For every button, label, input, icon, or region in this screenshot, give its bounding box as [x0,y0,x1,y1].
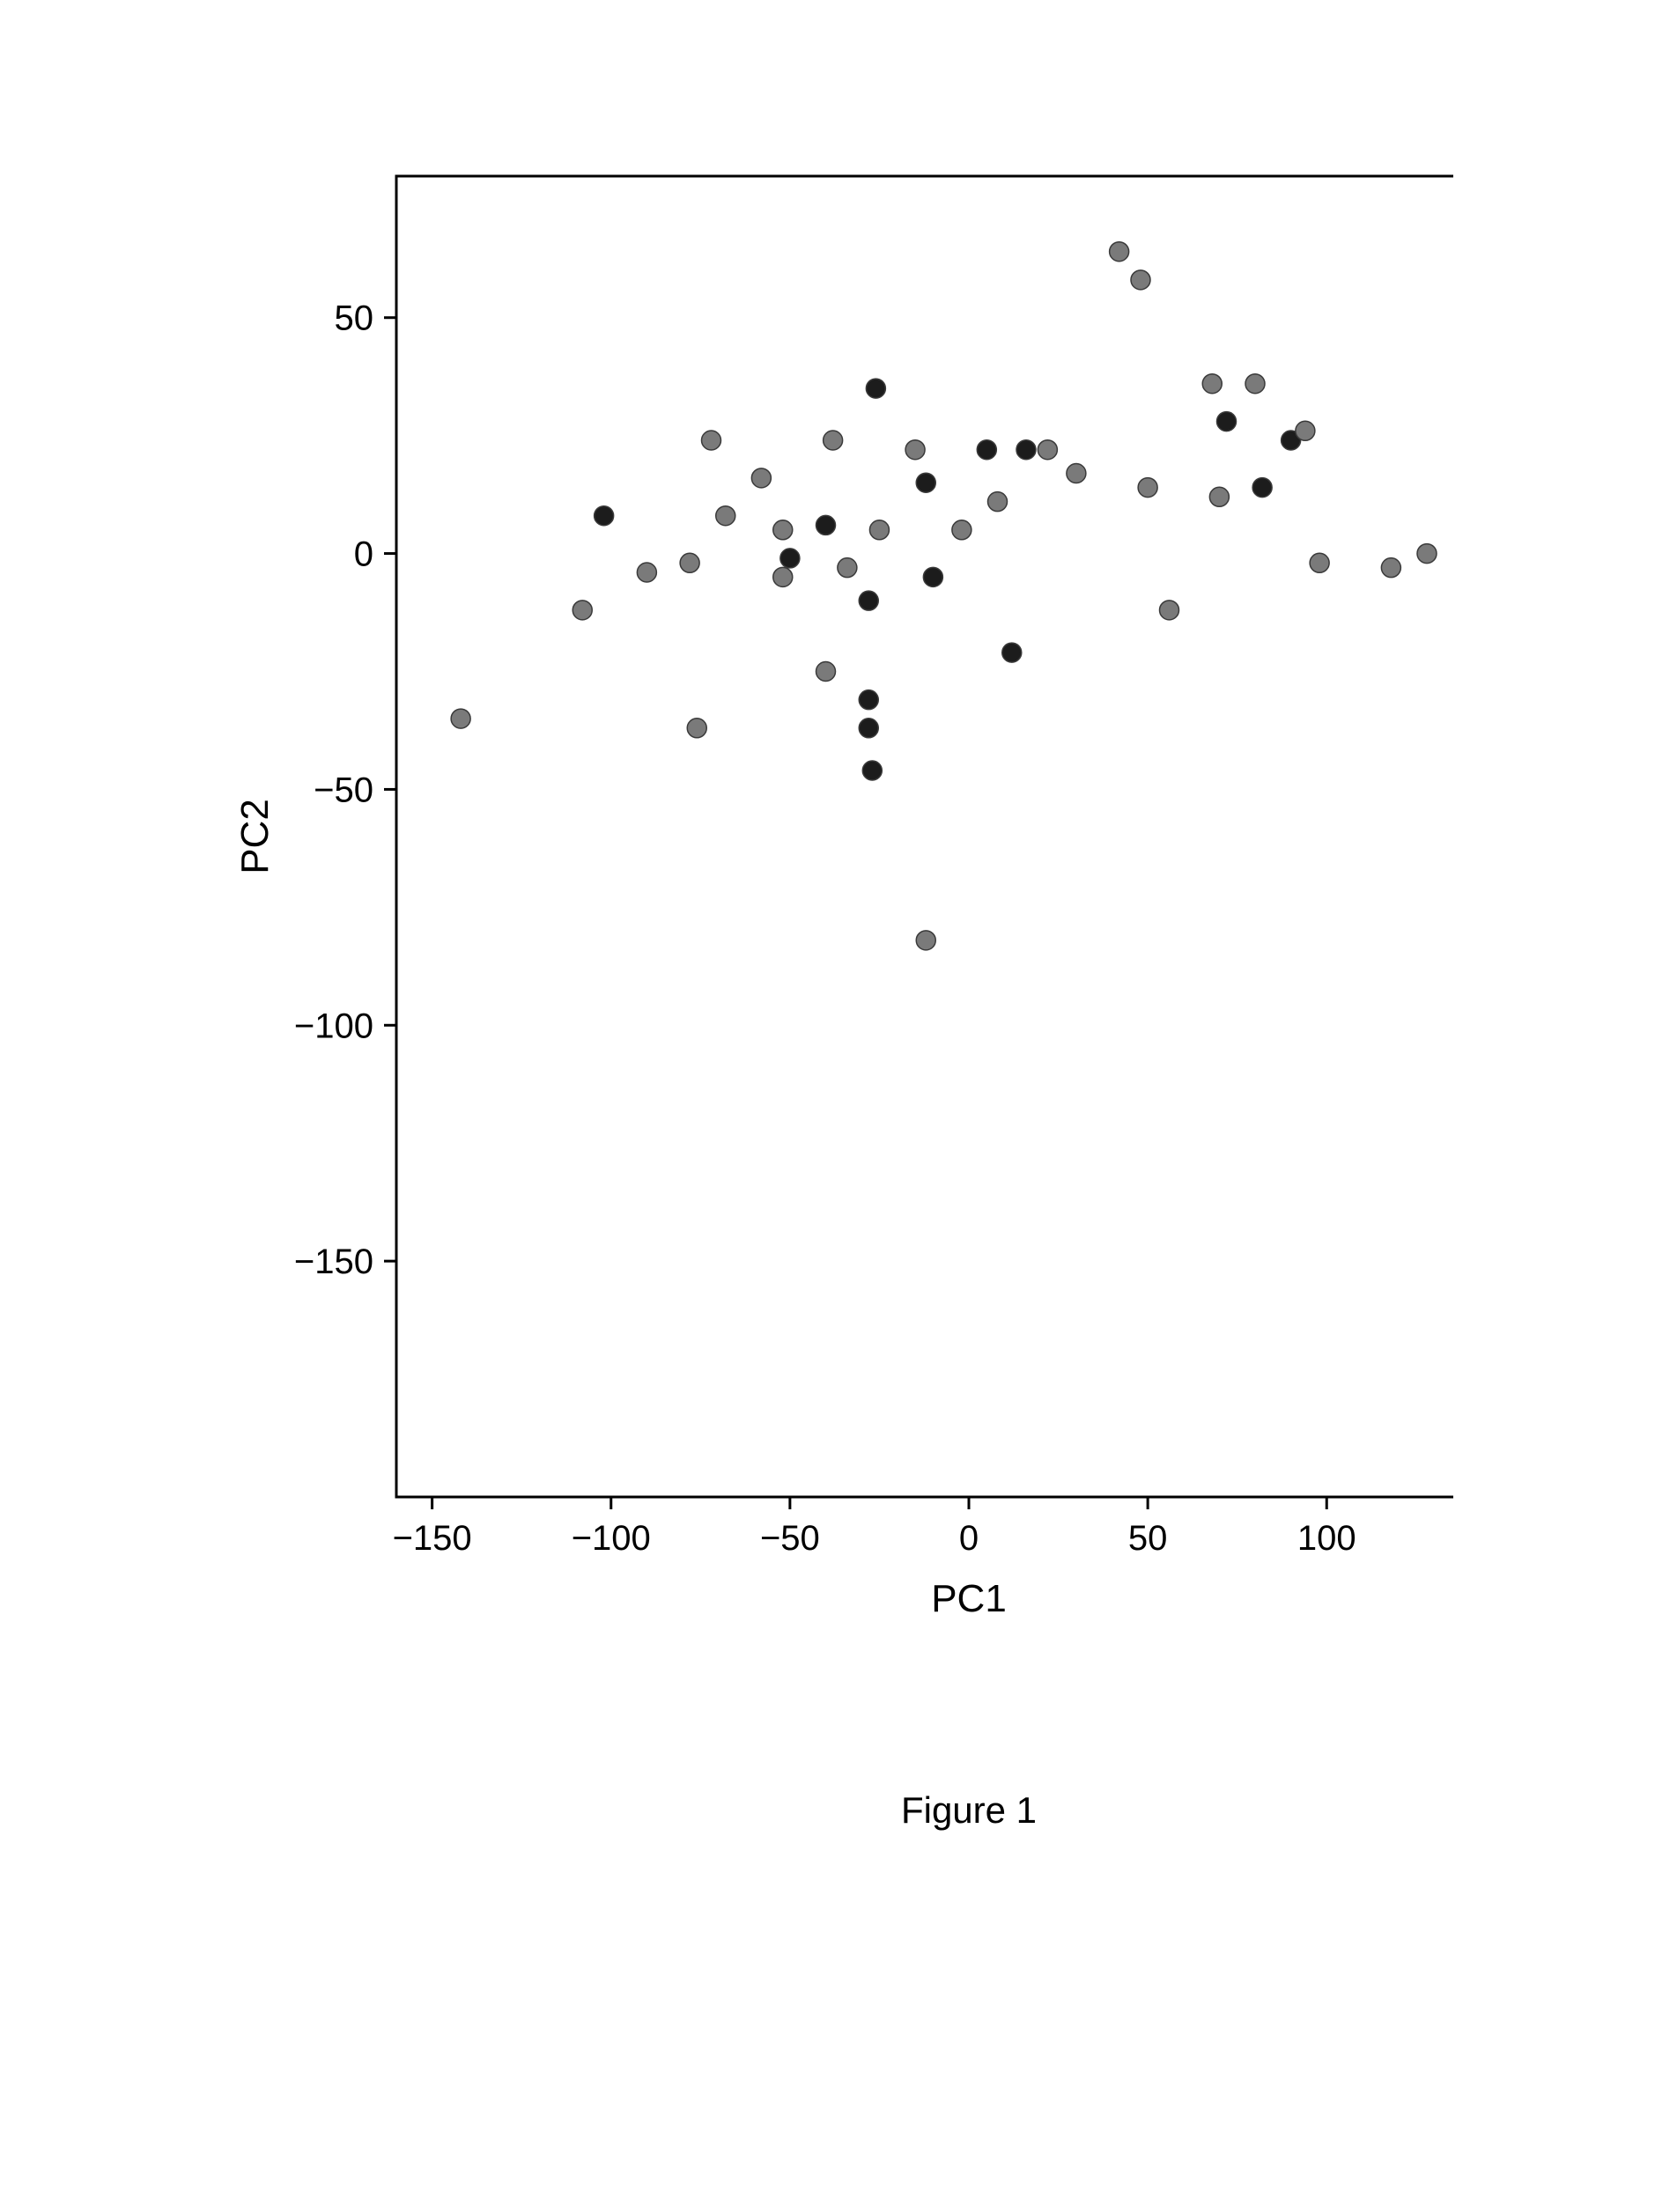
scatter-point [716,506,735,526]
scatter-point [687,719,706,738]
scatter-point [1002,643,1022,662]
x-tick-label: −100 [572,1519,651,1558]
scatter-point [916,473,935,492]
x-tick-label: −50 [760,1519,820,1558]
scatter-point [702,431,721,450]
scatter-point [1252,478,1272,498]
scatter-point [1160,601,1179,620]
scatter-point [816,515,836,535]
scatter-point [1217,412,1237,431]
scatter-point [1138,478,1157,498]
scatter-point [1110,242,1129,262]
scatter-point [824,431,843,450]
scatter-point [859,591,878,610]
scatter-point [451,709,470,728]
scatter-point [1296,421,1315,440]
x-axis-title: PC1 [931,1577,1007,1620]
chart-svg: −150−100−50050100150−150−100−50050PC1PC2… [132,70,1453,1920]
scatter-point [637,563,656,582]
y-tick-label: 0 [354,535,373,574]
scatter-point [773,567,793,586]
y-tick-label: −50 [314,771,373,809]
scatter-point [1310,553,1329,572]
y-tick-label: −100 [294,1006,373,1045]
scatter-point [923,567,942,586]
scatter-point [573,601,592,620]
scatter-point [751,468,771,488]
scatter-point [916,931,935,950]
scatter-point [1417,544,1437,564]
scatter-point [1209,487,1229,506]
scatter-point [1016,440,1036,460]
scatter-point [1067,464,1086,483]
scatter-point [905,440,925,460]
x-tick-label: 0 [959,1519,979,1558]
y-tick-label: 50 [335,299,374,338]
scatter-point [680,553,699,572]
scatter-point [859,690,878,710]
scatter-point [862,761,882,780]
scatter-point [977,440,996,460]
scatter-point [1245,374,1265,394]
y-axis-title: PC2 [233,799,277,874]
scatter-point [952,520,971,540]
scatter-point [1381,558,1400,578]
plot-border [396,176,1453,1497]
y-tick-label: −150 [294,1242,373,1281]
scatter-chart: −150−100−50050100150−150−100−50050PC1PC2… [132,70,1453,1920]
scatter-point [595,506,614,526]
scatter-point [859,719,878,738]
scatter-point [869,520,889,540]
scatter-point [780,549,800,568]
scatter-point [988,492,1008,512]
x-tick-label: 50 [1128,1519,1168,1558]
figure-caption: Figure 1 [901,1789,1037,1831]
scatter-point [1131,270,1150,290]
x-tick-label: −150 [393,1519,472,1558]
scatter-point [1202,374,1222,394]
scatter-point [866,379,885,398]
scatter-point [838,558,857,578]
scatter-point [773,520,793,540]
scatter-point [816,662,836,682]
scatter-point [1038,440,1057,460]
x-tick-label: 100 [1297,1519,1356,1558]
